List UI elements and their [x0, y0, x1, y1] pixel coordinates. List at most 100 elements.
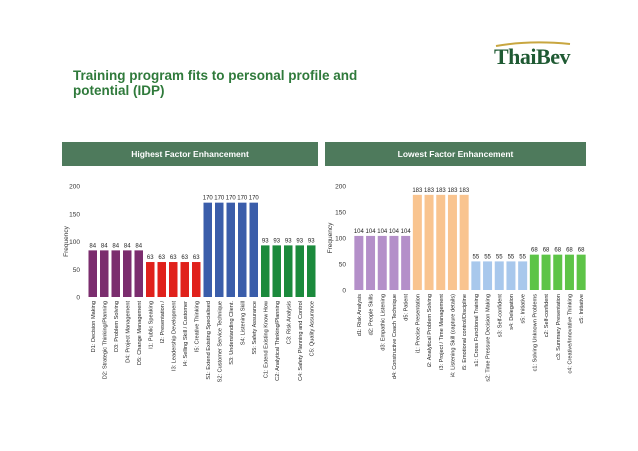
- chart1-bar-7: [436, 194, 446, 290]
- chart1-y-axis-label: Frequency: [327, 222, 334, 253]
- chart1-bar-13: [506, 261, 516, 290]
- chart1-category-label-10: s1: Cross Functional Training: [474, 294, 480, 366]
- chart0-category-label-6: I2: Presentation /: [160, 301, 166, 344]
- chart0-bar-4: [134, 250, 143, 297]
- chart0-category-label-15: C1: Extend Existing Know How: [263, 300, 269, 378]
- chart1-bar-1: [366, 235, 376, 290]
- chart0-category-label-17: C3: Risk Analysis: [286, 301, 292, 344]
- chart1-bar-14: [518, 261, 528, 290]
- chart0-bar-15: [261, 245, 270, 297]
- chart1-data-label-4: 104: [401, 229, 412, 235]
- chart0-category-label-7: I3: Leadership Development: [171, 301, 177, 371]
- chart0-data-label-13: 170: [237, 196, 248, 202]
- chart1-bar-10: [471, 261, 481, 290]
- chart1-category-label-6: i2: Analytical Problem Solving: [427, 294, 433, 367]
- chart0-data-label-3: 84: [124, 243, 131, 249]
- chart1-category-label-11: s2: Time Pressure Decision Making: [486, 294, 492, 382]
- chart1-bar-12: [494, 261, 504, 290]
- chart0-data-label-6: 63: [158, 255, 165, 261]
- chart0-data-label-10: 170: [203, 196, 214, 202]
- panel-header-lowest: Lowest Factor Enhancement: [325, 142, 586, 166]
- chart0-bar-19: [307, 245, 316, 297]
- chart1-data-label-5: 183: [412, 188, 423, 194]
- chart0-data-label-19: 93: [308, 238, 315, 244]
- chart1-y-tick-2: 100: [335, 236, 346, 243]
- chart1-category-label-14: s5: Initiative: [521, 294, 527, 324]
- chart0-y-tick-1: 50: [73, 267, 81, 274]
- chart0-data-label-11: 170: [214, 196, 225, 202]
- chart1-data-label-10: 55: [473, 254, 480, 260]
- chart1-bar-2: [377, 235, 387, 290]
- chart0-bar-1: [100, 250, 109, 297]
- chart0-data-label-18: 93: [296, 238, 303, 244]
- chart0-bar-11: [215, 202, 224, 297]
- chart0-category-label-2: D3: Problem Solving: [114, 301, 120, 352]
- chart0-data-label-0: 84: [89, 243, 96, 249]
- chart0-bar-0: [88, 250, 97, 297]
- chart0-bar-14: [249, 202, 258, 297]
- chart1-data-label-16: 68: [543, 248, 550, 254]
- chart1-bar-5: [412, 194, 422, 290]
- chart0-data-label-2: 84: [112, 243, 119, 249]
- chart0-category-label-3: D4: Project Management: [125, 301, 131, 363]
- chart1-category-label-8: i4: Listening Skill (capture details): [450, 294, 456, 377]
- chart1-data-label-9: 183: [459, 188, 470, 194]
- chart0-data-label-17: 93: [285, 238, 292, 244]
- chart1-data-label-11: 55: [484, 254, 491, 260]
- chart1-data-label-2: 104: [377, 229, 388, 235]
- thaibev-logo: ThaiBev: [490, 38, 620, 70]
- chart1-data-label-0: 104: [354, 229, 365, 235]
- page-title: Training program fits to personal profil…: [73, 68, 358, 98]
- chart1-category-label-18: c4: Creative/Innovative Thinking: [567, 294, 573, 374]
- chart0-category-label-19: C5: Quality Assurance: [309, 301, 315, 356]
- chart0-category-label-0: D1: Decision Making: [91, 301, 97, 352]
- chart1-data-label-7: 183: [436, 188, 447, 194]
- chart1-data-label-6: 183: [424, 188, 435, 194]
- chart0-data-label-4: 84: [135, 243, 142, 249]
- chart1-category-label-3: d4: Constructive Coach Technique: [392, 294, 398, 379]
- chart1-category-label-17: c3: Summary Presentation: [556, 294, 562, 360]
- chart1-category-label-2: d3: Empathic Listening: [380, 294, 386, 351]
- chart1-bar-16: [541, 254, 551, 290]
- chart0-bar-18: [295, 245, 304, 297]
- chart1-data-label-18: 68: [566, 248, 573, 254]
- chart1-data-label-14: 55: [519, 254, 526, 260]
- chart1-data-label-19: 68: [578, 248, 585, 254]
- chart0-bar-5: [146, 262, 155, 297]
- logo-swoosh-icon: [495, 41, 571, 47]
- chart1-y-tick-0: 0: [342, 288, 346, 295]
- chart0-y-tick-2: 100: [69, 239, 80, 246]
- chart0-bar-16: [272, 245, 281, 297]
- chart1-bar-6: [424, 194, 434, 290]
- chart0-data-label-7: 63: [170, 255, 177, 261]
- highest-factor-chart: Frequency 0 50 100 150 200 84 D1: Decision Maki…: [63, 184, 316, 382]
- chart0-data-label-9: 63: [193, 255, 200, 261]
- chart0-category-label-14: S5: Safety Assurance: [252, 301, 258, 354]
- chart1-category-label-1: d2: People Skills: [369, 294, 375, 336]
- chart1-y-tick-1: 50: [339, 262, 347, 269]
- chart1-data-label-1: 104: [366, 229, 377, 235]
- chart0-bar-10: [203, 202, 212, 297]
- chart1-bar-11: [483, 261, 493, 290]
- chart0-data-label-12: 170: [226, 196, 237, 202]
- chart1-y-tick-4: 200: [335, 184, 346, 191]
- chart0-bar-12: [226, 202, 235, 297]
- chart0-category-label-10: S1: Extend Existing Specialised: [206, 301, 212, 380]
- chart0-y-tick-4: 200: [69, 184, 80, 191]
- chart1-category-label-13: s4: Delegation: [509, 294, 515, 330]
- chart0-category-label-9: I5: Creative Thinking: [194, 301, 200, 352]
- chart0-data-label-5: 63: [147, 255, 154, 261]
- chart0-data-label-8: 63: [181, 255, 188, 261]
- chart1-data-label-8: 183: [447, 188, 458, 194]
- chart0-category-label-13: S4: Listening Skill: [240, 301, 246, 345]
- chart0-data-label-14: 170: [249, 196, 260, 202]
- chart1-bar-4: [401, 235, 411, 290]
- chart0-data-label-16: 93: [273, 238, 280, 244]
- chart1-bar-0: [354, 235, 364, 290]
- chart0-bar-6: [157, 262, 166, 297]
- chart1-bar-19: [576, 254, 586, 290]
- chart1-bar-9: [459, 194, 469, 290]
- chart0-bar-13: [238, 202, 247, 297]
- chart0-category-label-8: I4: Selling Skill / Customer: [183, 301, 189, 366]
- chart0-category-label-5: I1: Public Speaking: [148, 301, 154, 349]
